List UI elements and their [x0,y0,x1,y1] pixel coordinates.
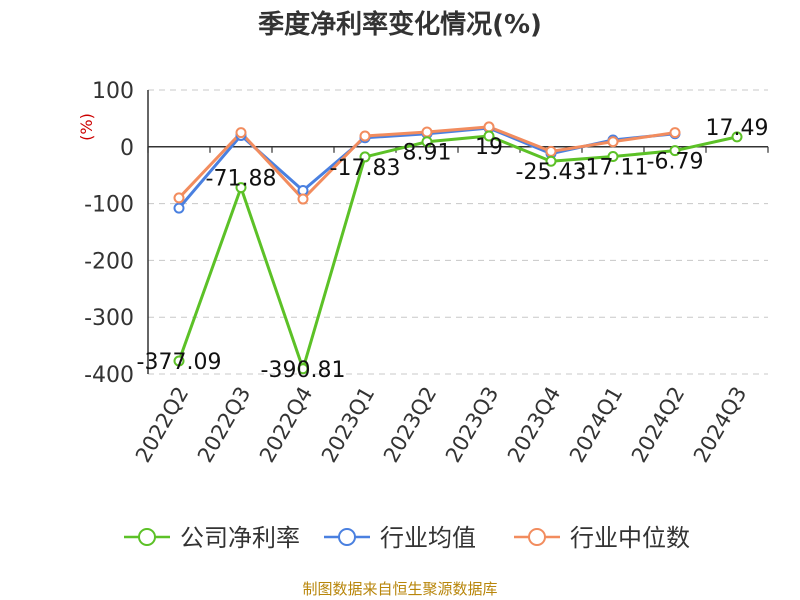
legend-label: 行业均值 [380,524,476,552]
point-industry-median [483,121,495,133]
point-company [235,182,247,194]
y-tick-label: -100 [84,193,134,218]
point-company [359,151,371,163]
x-tick-label: 2022Q4 [255,383,317,467]
series-points [173,121,743,375]
data-label: 8.91 [403,141,452,166]
point-company [607,151,619,163]
y-tick-label: -200 [84,249,134,274]
data-label: -17.83 [330,156,401,181]
data-label: 17.49 [706,116,769,141]
y-tick-label: 100 [92,79,134,104]
x-tick-label: 2024Q1 [565,383,627,467]
data-label: -6.79 [647,150,704,175]
grid-lines [148,89,768,375]
axes: 100 0 -100 -200 -300 -400 (%) 2022Q2 2022Q3 2022Q… [77,79,769,467]
chart-title: 季度净利率变化情况(%) [258,10,542,40]
point-industry-median [359,130,371,142]
point-company [545,155,557,167]
x-tick-label: 2023Q3 [441,383,503,467]
point-industry-average [173,202,185,214]
x-tick-label: 2023Q4 [503,383,565,467]
legend-item-company: 公司净利率 [124,524,300,552]
point-industry-median [607,136,619,148]
point-industry-median [669,127,681,139]
y-tick-label: 0 [120,136,134,161]
legend-label: 行业中位数 [570,524,690,552]
x-tick-label: 2024Q2 [627,383,689,467]
series-line-company [177,134,738,371]
point-company [669,145,681,157]
legend: 公司净利率 行业均值 行业中位数 [124,524,690,552]
legend-label: 公司净利率 [180,524,300,552]
data-label: -25.43 [516,160,587,185]
y-axis-label: (%) [77,113,96,141]
data-label: -17.11 [578,156,649,181]
legend-item-industry-average: 行业均值 [324,524,476,552]
legend-swatch-marker [528,528,546,546]
data-label: -377.09 [137,350,222,375]
x-tick-label: 2023Q1 [317,383,379,467]
point-industry-median [421,126,433,138]
x-tick-label: 2022Q3 [193,383,255,467]
point-company [421,136,433,148]
source-note: 制图数据来自恒生聚源数据库 [302,580,498,598]
legend-swatch-marker [338,528,356,546]
point-industry-median [545,145,557,157]
data-label: -71.88 [206,167,277,192]
point-company [173,355,185,367]
x-tick-label: 2022Q2 [131,383,193,467]
point-company [297,363,309,375]
x-tick-label: 2024Q3 [689,383,751,467]
x-tick-label: 2023Q2 [379,383,441,467]
point-industry-median [235,127,247,139]
data-label: 19 [475,135,503,160]
point-industry-median [297,193,309,205]
point-company [483,130,495,142]
point-industry-median [173,192,185,204]
data-label: -390.81 [261,358,346,383]
data-labels: -377.09 -71.88 -390.81 -17.838.91 19 -25.43-1… [137,116,769,383]
y-tick-label: -300 [84,306,134,331]
legend-swatch-marker [138,528,156,546]
y-tick-label: -400 [84,363,134,388]
legend-item-industry-median: 行业中位数 [514,524,690,552]
point-company [731,131,743,143]
